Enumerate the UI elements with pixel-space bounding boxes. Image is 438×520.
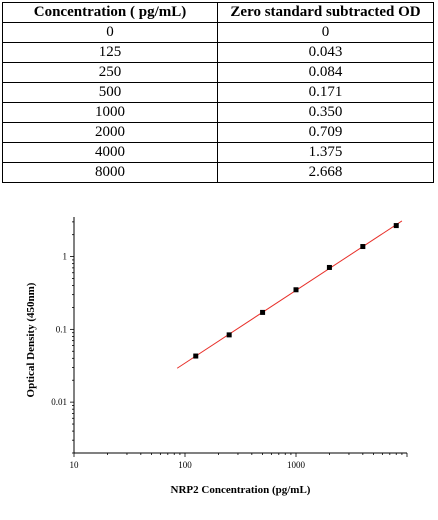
table-row: 2000 0.709 — [2, 122, 434, 143]
od-cell: 2.668 — [217, 162, 434, 183]
table-row: 8000 2.668 — [2, 162, 434, 183]
axes — [73, 217, 407, 454]
data-point — [260, 309, 266, 315]
od-cell: 0.043 — [217, 42, 434, 63]
concentration-cell: 1000 — [2, 102, 218, 123]
data-points — [193, 223, 399, 359]
standard-curve-chart: 10 100 1000 0.01 0.1 1 NRP2 Concentration (pg… — [25, 217, 408, 496]
od-cell: 0.709 — [217, 122, 434, 143]
table-header-row: Concentration ( pg/mL) Zero standard sub… — [2, 2, 434, 23]
data-point — [393, 223, 399, 229]
concentration-cell: 8000 — [2, 162, 218, 183]
concentration-header: Concentration ( pg/mL) — [2, 2, 218, 23]
fit-line — [176, 220, 403, 369]
od-cell: 1.375 — [217, 142, 434, 163]
concentration-cell: 500 — [2, 82, 218, 103]
y-tick-label: 0.1 — [56, 324, 67, 334]
concentration-cell: 2000 — [2, 122, 218, 143]
table-row: 1000 0.350 — [2, 102, 434, 123]
data-point — [326, 264, 332, 270]
table-row: 0 0 — [2, 22, 434, 43]
od-cell: 0 — [217, 22, 434, 43]
concentration-cell: 4000 — [2, 142, 218, 163]
od-header: Zero standard subtracted OD — [217, 2, 434, 23]
concentration-cell: 125 — [2, 42, 218, 63]
data-point — [226, 332, 232, 338]
od-cell: 0.084 — [217, 62, 434, 83]
od-cell: 0.171 — [217, 82, 434, 103]
y-axis-title: Optical Density (450nm) — [25, 282, 37, 397]
table-row: 4000 1.375 — [2, 142, 434, 163]
x-axis-title: NRP2 Concentration (pg/mL) — [171, 484, 311, 496]
y-tick-label: 0.01 — [51, 397, 67, 407]
concentration-cell: 0 — [2, 22, 218, 43]
table-row: 500 0.171 — [2, 82, 434, 103]
table-row: 250 0.084 — [2, 62, 434, 83]
x-tick-label: 1000 — [287, 460, 306, 470]
x-tick-label: 10 — [70, 460, 80, 470]
y-tick-label: 1 — [63, 252, 68, 262]
axis-ticks: 10 100 1000 0.01 0.1 1 — [51, 221, 408, 470]
data-point — [360, 244, 366, 250]
table-row: 125 0.043 — [2, 42, 434, 63]
concentration-cell: 250 — [2, 62, 218, 83]
data-point — [293, 287, 299, 293]
data-point — [193, 353, 199, 359]
od-cell: 0.350 — [217, 102, 434, 123]
standard-curve-table: Concentration ( pg/mL) Zero standard sub… — [2, 2, 434, 183]
x-tick-label: 100 — [178, 460, 192, 470]
fit-line-group — [176, 220, 403, 369]
